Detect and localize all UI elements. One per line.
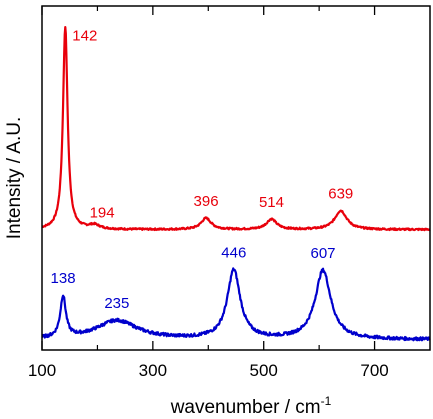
x-tick-label: 500: [250, 361, 278, 380]
peak-label: 514: [259, 194, 284, 211]
y-axis-label: Intensity / A.U.: [4, 117, 25, 240]
peak-label: 142: [72, 27, 97, 44]
x-tick-label: 700: [360, 361, 388, 380]
peak-label: 235: [104, 295, 129, 312]
plot-frame: [41, 5, 431, 351]
peak-label: 639: [328, 186, 353, 203]
peak-label: 194: [90, 205, 115, 222]
x-tick-label: 300: [139, 361, 167, 380]
x-axis-label: wavenumber / cm-1: [170, 394, 332, 418]
peak-label-layer: 142 194 396 514 639 138 235 446 607: [51, 27, 354, 312]
spectrum-line-1: [41, 26, 431, 232]
x-axis-label-superscript: -1: [321, 394, 332, 408]
series-layer: [41, 26, 431, 342]
peak-label: 396: [194, 193, 219, 210]
peak-label: 138: [51, 270, 76, 287]
x-axis-label-text: wavenumber / cm: [170, 397, 321, 418]
x-tick-label: 100: [28, 361, 56, 380]
spectrum-line-2: [41, 267, 431, 342]
x-axis-ticks: 100 300 500 700: [28, 6, 389, 380]
peak-label: 607: [311, 245, 336, 262]
peak-label: 446: [221, 244, 246, 261]
